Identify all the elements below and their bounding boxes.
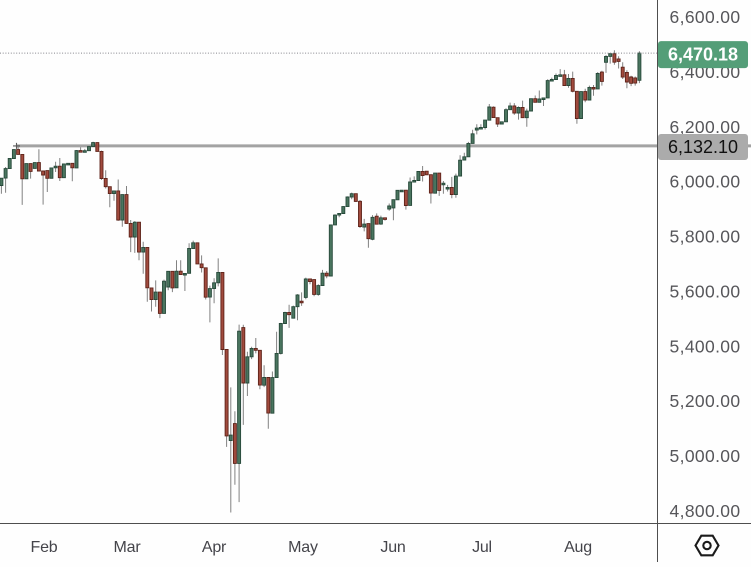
svg-text:6,132.10: 6,132.10 — [668, 137, 738, 157]
svg-text:5,800.00: 5,800.00 — [670, 227, 741, 247]
svg-text:6,600.00: 6,600.00 — [670, 7, 741, 27]
svg-text:Jul: Jul — [472, 539, 492, 556]
svg-text:4,800.00: 4,800.00 — [670, 501, 741, 521]
svg-text:6,200.00: 6,200.00 — [670, 117, 741, 137]
svg-text:5,200.00: 5,200.00 — [670, 391, 741, 411]
svg-text:5,000.00: 5,000.00 — [670, 446, 741, 466]
svg-text:May: May — [288, 539, 318, 556]
svg-text:Aug: Aug — [564, 539, 592, 556]
svg-text:Mar: Mar — [114, 539, 142, 556]
svg-text:5,400.00: 5,400.00 — [670, 336, 741, 356]
svg-text:Jun: Jun — [380, 539, 405, 556]
svg-text:6,000.00: 6,000.00 — [670, 172, 741, 192]
svg-text:Apr: Apr — [202, 539, 227, 556]
svg-text:5,600.00: 5,600.00 — [670, 281, 741, 301]
svg-text:6,470.18: 6,470.18 — [668, 45, 738, 65]
svg-text:Feb: Feb — [31, 539, 58, 556]
